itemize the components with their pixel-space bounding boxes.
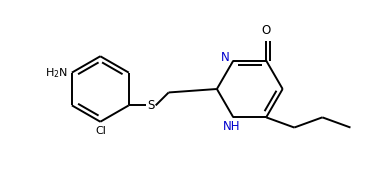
Text: H$_2$N: H$_2$N <box>45 66 68 79</box>
Text: O: O <box>262 24 271 37</box>
Text: S: S <box>147 99 154 112</box>
Text: N: N <box>221 51 229 64</box>
Text: Cl: Cl <box>95 126 106 136</box>
Text: NH: NH <box>222 120 240 133</box>
